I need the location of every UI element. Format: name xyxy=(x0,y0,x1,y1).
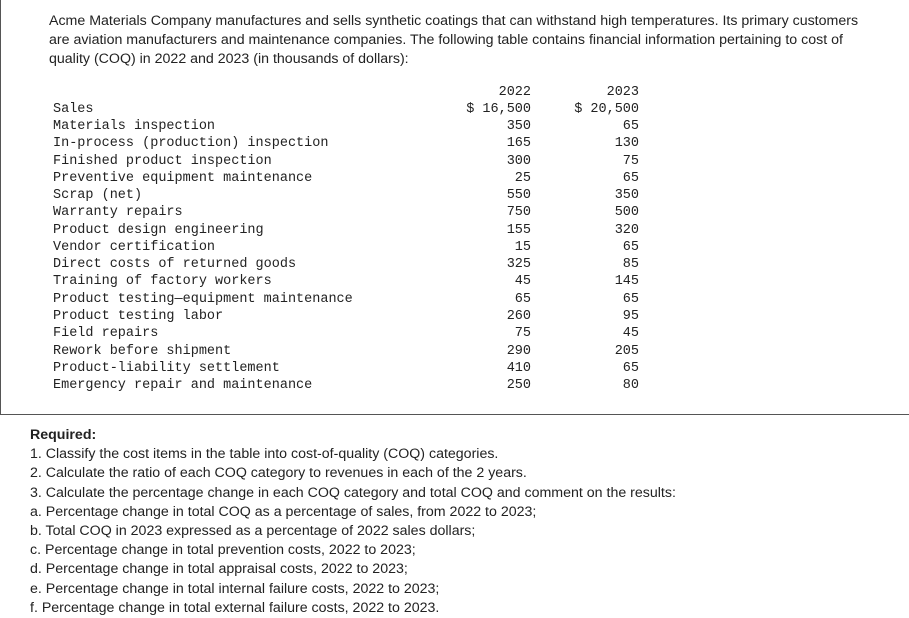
row-value-2022: 165 xyxy=(427,135,535,152)
row-label: Vendor certification xyxy=(49,239,427,256)
row-value-2023: 65 xyxy=(535,360,643,377)
row-value-2022: 325 xyxy=(427,256,535,273)
row-value-2023: 65 xyxy=(535,118,643,135)
row-value-2022: 250 xyxy=(427,377,535,394)
row-value-2022: 155 xyxy=(427,222,535,239)
required-item: c. Percentage change in total prevention… xyxy=(30,541,874,560)
header-2023: 2023 xyxy=(535,84,643,101)
row-value-2023: 80 xyxy=(535,377,643,394)
row-value-2022: $ 16,500 xyxy=(427,101,535,118)
required-list: 1. Classify the cost items in the table … xyxy=(30,445,874,618)
required-item: 3. Calculate the percentage change in ea… xyxy=(30,484,874,503)
row-value-2023: 45 xyxy=(535,325,643,342)
row-label: Product design engineering xyxy=(49,222,427,239)
row-value-2022: 65 xyxy=(427,291,535,308)
table-row: Warranty repairs750500 xyxy=(49,204,643,221)
row-value-2023: 350 xyxy=(535,187,643,204)
intro-text: Acme Materials Company manufactures and … xyxy=(49,12,874,70)
row-label: Field repairs xyxy=(49,325,427,342)
required-item: b. Total COQ in 2023 expressed as a perc… xyxy=(30,522,874,541)
table-row: Direct costs of returned goods32585 xyxy=(49,256,643,273)
row-label: Product testing—equipment maintenance xyxy=(49,291,427,308)
row-value-2022: 550 xyxy=(427,187,535,204)
row-value-2023: 65 xyxy=(535,170,643,187)
row-value-2022: 25 xyxy=(427,170,535,187)
row-value-2023: 145 xyxy=(535,273,643,290)
coq-table: 2022 2023 Sales$ 16,500$ 20,500Materials… xyxy=(49,84,643,395)
table-row: Vendor certification1565 xyxy=(49,239,643,256)
row-label: Finished product inspection xyxy=(49,153,427,170)
problem-box: Acme Materials Company manufactures and … xyxy=(0,0,909,415)
row-value-2022: 300 xyxy=(427,153,535,170)
table-row: Materials inspection35065 xyxy=(49,118,643,135)
table-row: Scrap (net)550350 xyxy=(49,187,643,204)
row-label: Rework before shipment xyxy=(49,343,427,360)
row-value-2022: 15 xyxy=(427,239,535,256)
table-row: Product testing labor26095 xyxy=(49,308,643,325)
row-label: Sales xyxy=(49,101,427,118)
row-value-2023: 500 xyxy=(535,204,643,221)
row-label: Scrap (net) xyxy=(49,187,427,204)
row-value-2023: 75 xyxy=(535,153,643,170)
table-row: Rework before shipment290205 xyxy=(49,343,643,360)
required-item: 1. Classify the cost items in the table … xyxy=(30,445,874,464)
table-row: Product testing—equipment maintenance656… xyxy=(49,291,643,308)
row-label: Preventive equipment maintenance xyxy=(49,170,427,187)
table-row: Product-liability settlement41065 xyxy=(49,360,643,377)
row-value-2023: 85 xyxy=(535,256,643,273)
row-label: Emergency repair and maintenance xyxy=(49,377,427,394)
required-item: d. Percentage change in total appraisal … xyxy=(30,560,874,579)
header-blank xyxy=(49,84,427,101)
header-2022: 2022 xyxy=(427,84,535,101)
table-row: Finished product inspection30075 xyxy=(49,153,643,170)
required-item: f. Percentage change in total external f… xyxy=(30,599,874,618)
row-value-2023: 65 xyxy=(535,291,643,308)
row-value-2023: 130 xyxy=(535,135,643,152)
table-row: Sales$ 16,500$ 20,500 xyxy=(49,101,643,118)
page: Acme Materials Company manufactures and … xyxy=(0,0,909,618)
row-value-2023: 95 xyxy=(535,308,643,325)
table-row: In-process (production) inspection165130 xyxy=(49,135,643,152)
row-label: Materials inspection xyxy=(49,118,427,135)
row-label: Product testing labor xyxy=(49,308,427,325)
row-value-2023: 205 xyxy=(535,343,643,360)
required-heading: Required: xyxy=(30,427,874,443)
row-label: Training of factory workers xyxy=(49,273,427,290)
required-item: 2. Calculate the ratio of each COQ categ… xyxy=(30,464,874,483)
row-value-2023: $ 20,500 xyxy=(535,101,643,118)
table-row: Product design engineering155320 xyxy=(49,222,643,239)
row-value-2022: 45 xyxy=(427,273,535,290)
row-label: Warranty repairs xyxy=(49,204,427,221)
row-value-2022: 750 xyxy=(427,204,535,221)
row-value-2023: 65 xyxy=(535,239,643,256)
row-value-2022: 290 xyxy=(427,343,535,360)
row-value-2022: 260 xyxy=(427,308,535,325)
required-section: Required: 1. Classify the cost items in … xyxy=(0,415,909,618)
table-row: Training of factory workers45145 xyxy=(49,273,643,290)
table-header-row: 2022 2023 xyxy=(49,84,643,101)
row-value-2022: 75 xyxy=(427,325,535,342)
row-value-2023: 320 xyxy=(535,222,643,239)
row-label: Product-liability settlement xyxy=(49,360,427,377)
row-value-2022: 350 xyxy=(427,118,535,135)
required-item: e. Percentage change in total internal f… xyxy=(30,580,874,599)
required-item: a. Percentage change in total COQ as a p… xyxy=(30,503,874,522)
table-row: Field repairs7545 xyxy=(49,325,643,342)
table-row: Preventive equipment maintenance2565 xyxy=(49,170,643,187)
row-value-2022: 410 xyxy=(427,360,535,377)
row-label: Direct costs of returned goods xyxy=(49,256,427,273)
row-label: In-process (production) inspection xyxy=(49,135,427,152)
table-row: Emergency repair and maintenance25080 xyxy=(49,377,643,394)
